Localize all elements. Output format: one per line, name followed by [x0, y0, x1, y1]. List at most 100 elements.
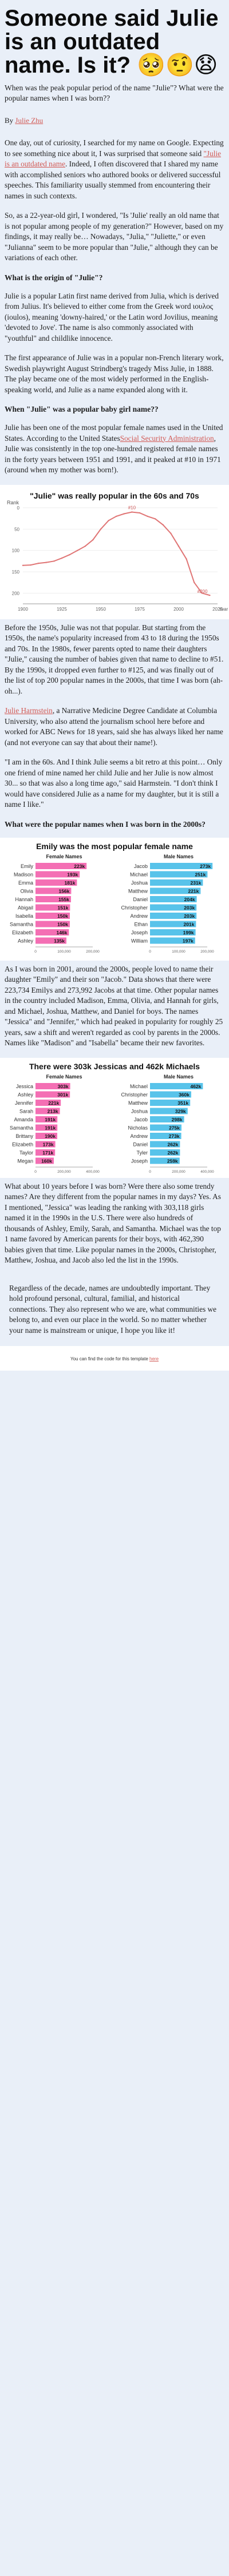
category-label: Emily	[21, 863, 33, 869]
article: Someone said Julie is an outdated name. …	[0, 7, 229, 1371]
data-label: 197k	[183, 938, 194, 943]
category-label: Sarah	[19, 1108, 33, 1114]
bar	[150, 912, 197, 919]
rank-point	[201, 592, 203, 594]
y-tick-label: 200	[12, 591, 20, 596]
category-label: Madison	[14, 871, 33, 877]
rank-point	[22, 564, 24, 566]
category-label: Brittany	[15, 1133, 33, 1139]
bar	[150, 1132, 181, 1139]
category-label: Elizabeth	[12, 1141, 33, 1147]
x-tick-label: 200,000	[86, 950, 100, 954]
data-label: 191k	[45, 1125, 56, 1130]
data-label: 273k	[200, 863, 211, 869]
ssa-link[interactable]: Social Security Administration	[120, 433, 214, 443]
category-label: Daniel	[133, 897, 148, 902]
series-title: Male Names	[164, 854, 194, 859]
category-label: Joseph	[131, 930, 148, 935]
category-label: Matthew	[128, 888, 148, 894]
bar	[150, 1082, 203, 1089]
bar	[35, 1082, 70, 1089]
bar	[35, 1091, 70, 1097]
bar	[35, 1132, 57, 1139]
rank-point	[77, 549, 78, 551]
data-label: 135k	[54, 938, 65, 943]
data-label: 213k	[48, 1108, 58, 1114]
category-label: Joshua	[131, 1108, 148, 1114]
category-label: Ethan	[134, 921, 148, 927]
category-label: Elizabeth	[12, 930, 33, 935]
data-label: 160k	[41, 1158, 52, 1164]
rank-point	[84, 545, 86, 547]
bar	[150, 1108, 188, 1114]
data-label: 203k	[184, 913, 195, 919]
data-label: 150k	[57, 913, 68, 919]
author-link[interactable]: Julie Zhu	[15, 116, 44, 125]
bar	[150, 862, 213, 869]
bar	[35, 921, 70, 927]
bar	[150, 937, 195, 943]
category-label: Ashley	[18, 938, 34, 943]
rank-point	[139, 512, 141, 513]
born2000-paragraph-3: What about 10 years before I was born? W…	[5, 1181, 221, 1265]
data-label: 151k	[57, 905, 68, 910]
rank-point	[185, 558, 187, 560]
category-label: Andrew	[130, 913, 148, 919]
bar	[35, 1099, 61, 1106]
data-label: 351k	[177, 1100, 188, 1106]
names-2000s-bar-chart: Emily was the most popular female name Fe…	[10, 842, 214, 954]
closing-section: Regardless of the decade, names are undo…	[0, 1275, 229, 1336]
data-label: 181k	[64, 880, 75, 886]
category-label: Joseph	[131, 1158, 148, 1164]
x-tick-label: 100,000	[172, 950, 185, 954]
bar	[35, 904, 70, 910]
rank-point	[108, 519, 109, 521]
data-label: 329k	[175, 1108, 186, 1114]
data-label: 173k	[43, 1141, 54, 1147]
data-label: 155k	[58, 897, 69, 902]
intro-paragraph-1: One day, out of curiosity, I searched fo…	[5, 138, 224, 200]
bar	[150, 921, 196, 927]
names-2000s-panel: Emily was the most popular female name Fe…	[0, 837, 229, 961]
data-label: 203k	[184, 905, 195, 910]
subtitle: When was the peak popular period of the …	[5, 83, 224, 102]
series-title: Female Names	[46, 1074, 82, 1080]
rank-point	[69, 554, 70, 555]
bar	[35, 1116, 58, 1122]
data-label: 259k	[167, 1158, 178, 1164]
data-label: 146k	[56, 930, 67, 935]
rank-chart-panel: "Julie" was really popular in the 60s an…	[0, 484, 229, 619]
x-tick-label: 100,000	[57, 950, 71, 954]
category-label: Christopher	[121, 905, 148, 910]
rank-point	[38, 562, 40, 564]
rank-series-line	[22, 511, 210, 596]
data-label: 251k	[195, 871, 206, 877]
data-label: 303k	[58, 1084, 69, 1089]
bar	[35, 912, 70, 919]
footer: You can find the code for this template …	[0, 1346, 229, 1371]
series-title: Male Names	[164, 1074, 194, 1080]
rank-point	[53, 560, 55, 562]
category-label: Olivia	[20, 888, 33, 894]
origin-paragraph-2: The first appearance of Julie was in a p…	[5, 353, 224, 394]
rank-point	[155, 517, 156, 520]
category-label: Ashley	[18, 1092, 34, 1097]
x-tick-label: 200,000	[57, 1170, 71, 1174]
x-tick-label: 400,000	[200, 1170, 214, 1174]
category-label: Tyler	[136, 1150, 148, 1156]
data-label: 190k	[45, 1133, 56, 1139]
category-label: Amanda	[14, 1117, 33, 1122]
rank-point	[131, 511, 133, 513]
bar	[150, 1124, 181, 1130]
born2000-heading: What were the popular names when I was b…	[5, 819, 206, 829]
data-label: 231k	[190, 880, 201, 886]
x-tick-label: 0	[34, 950, 37, 954]
data-label: 191k	[45, 1117, 56, 1122]
category-label: Christopher	[121, 1092, 148, 1097]
outdated-name-link[interactable]: "Julie is an outdated name	[5, 149, 222, 169]
template-code-link[interactable]: here	[149, 1356, 159, 1361]
data-label: 171k	[42, 1150, 53, 1156]
harmstein-link[interactable]: Julie Harmstein	[5, 706, 53, 715]
data-label: 462k	[190, 1084, 201, 1089]
x-tick-label: 200,000	[200, 950, 214, 954]
